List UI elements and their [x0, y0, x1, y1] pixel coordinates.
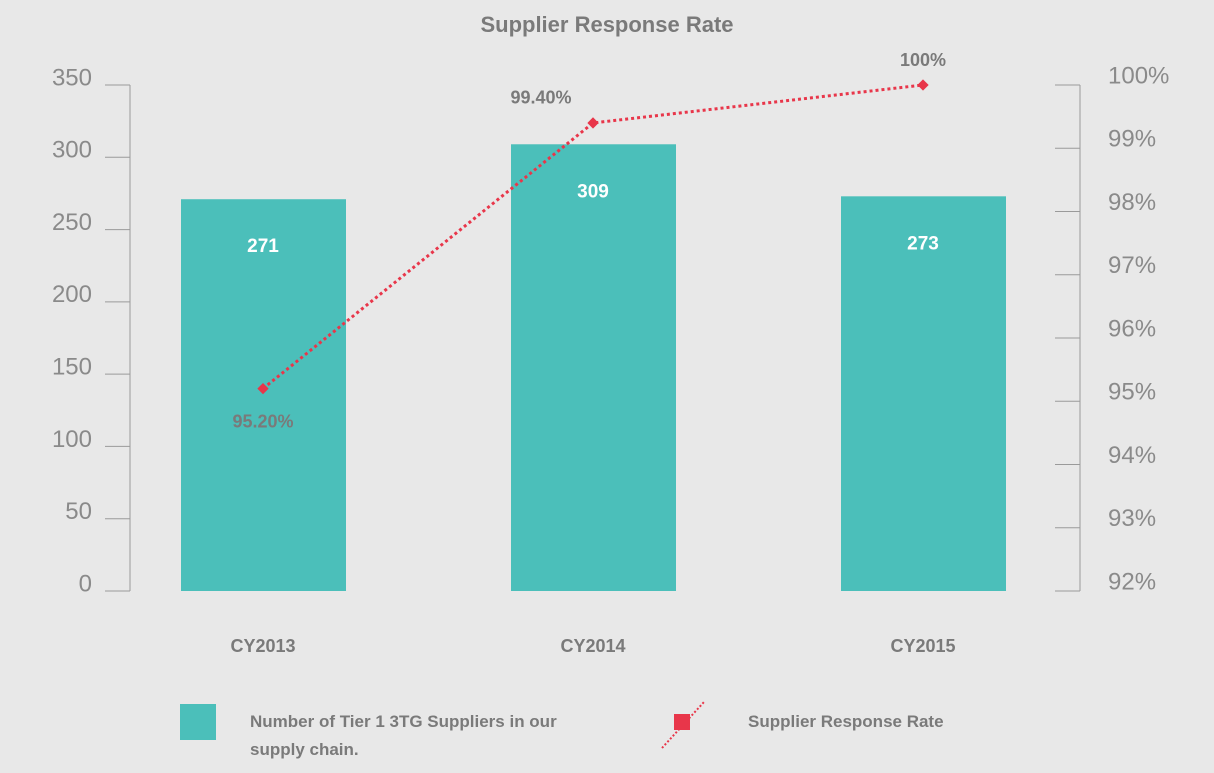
y-tick-label: 50	[65, 498, 92, 525]
line-label: 100%	[900, 50, 946, 70]
y2-tick-label: 92%	[1108, 568, 1156, 595]
line-label: 95.20%	[232, 411, 293, 431]
bar	[841, 196, 1006, 591]
bar	[511, 144, 676, 591]
line-label: 99.40%	[510, 88, 571, 108]
bar-label: 273	[907, 233, 939, 254]
y2-tick-label: 97%	[1108, 252, 1156, 279]
legend-label: Supplier Response Rate	[748, 712, 944, 731]
y2-tick-label: 93%	[1108, 505, 1156, 532]
x-tick-label: CY2013	[230, 636, 295, 656]
y-tick-label: 250	[52, 209, 92, 236]
bar-label: 309	[577, 181, 609, 202]
y-tick-label: 0	[79, 570, 92, 597]
y2-tick-label: 99%	[1108, 126, 1156, 153]
line-point	[257, 382, 269, 395]
legend-marker	[674, 714, 690, 730]
y-tick-label: 300	[52, 137, 92, 164]
y-tick-label: 150	[52, 353, 92, 380]
y2-tick-label: 95%	[1108, 379, 1156, 406]
x-tick-label: CY2014	[560, 636, 625, 656]
y-tick-label: 350	[52, 64, 92, 91]
legend-swatch-bar	[180, 704, 216, 740]
y-tick-label: 200	[52, 281, 92, 308]
x-tick-label: CY2015	[890, 636, 955, 656]
bar	[181, 199, 346, 591]
y-tick-label: 100	[52, 426, 92, 453]
y2-tick-label: 94%	[1108, 442, 1156, 469]
y2-tick-label: 98%	[1108, 189, 1156, 216]
legend-label: Number of Tier 1 3TG Suppliers in our su…	[250, 712, 557, 759]
y2-tick-label: 100%	[1108, 62, 1169, 89]
chart-title: Supplier Response Rate	[480, 12, 733, 37]
bar-label: 271	[247, 236, 279, 257]
legend-swatch-line	[661, 701, 705, 749]
y2-tick-label: 96%	[1108, 315, 1156, 342]
line-point	[917, 79, 929, 91]
line-point	[587, 117, 599, 129]
